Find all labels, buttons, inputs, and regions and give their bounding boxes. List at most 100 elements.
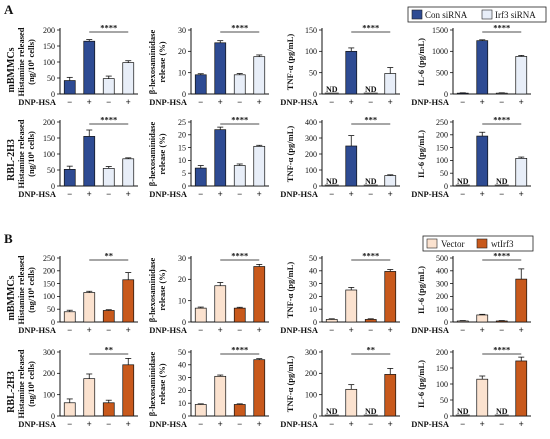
significance-label: **** <box>231 23 248 33</box>
chart-8: 0 50 100 150 200 250 IL-6 (pg/mL) ND ND **** − + − + D… <box>411 115 531 199</box>
x-tick-label: + <box>87 419 92 429</box>
treatment-label: DNP-HSA <box>149 325 188 335</box>
treatment-label: DNP-HSA <box>280 97 319 107</box>
x-tick-label: − <box>499 97 504 107</box>
x-tick-label: − <box>499 419 504 429</box>
bar <box>102 168 115 187</box>
y-tick-label: 150 <box>436 364 448 373</box>
y-tick-label: 0 <box>444 182 448 191</box>
x-tick-label: + <box>218 419 223 429</box>
treatment-label: DNP-HSA <box>411 97 450 107</box>
x-tick-label: − <box>67 97 72 107</box>
bar <box>214 285 227 323</box>
x-tick-label: + <box>126 419 131 429</box>
significance-label: **** <box>493 345 510 355</box>
y-axis-label: IL-6 (pg/mL) <box>416 130 426 178</box>
x-tick-label: − <box>460 419 465 429</box>
x-tick-label: − <box>67 325 72 335</box>
legend-a: Con siRNA Irf3 siRNA <box>407 6 547 23</box>
y-tick-label: 20 <box>309 292 317 301</box>
x-tick-label: + <box>480 419 485 429</box>
x-tick-label: + <box>87 189 92 199</box>
bar <box>253 145 266 187</box>
legend-b-swatch-wtirf3 <box>476 238 488 249</box>
legend-a-label-irf3: Irf3 siRNA <box>495 10 536 20</box>
treatment-label: DNP-HSA <box>280 189 319 199</box>
nd-label: ND <box>365 177 377 186</box>
y-tick-label: 0 <box>51 90 55 99</box>
bar <box>515 158 528 187</box>
legend-b-swatch-vector <box>426 238 438 249</box>
y-tick-label: 300 <box>305 134 317 143</box>
y-axis-label: TNF-α (pg/mL) <box>285 356 295 413</box>
y-tick-label: 1000 <box>432 47 448 56</box>
y-tick-label: 100 <box>436 305 448 314</box>
bar <box>122 62 135 95</box>
y-tick-label: 0 <box>313 318 317 327</box>
bar <box>384 271 397 323</box>
y-tick-label: 40 <box>178 361 186 370</box>
x-tick-label: − <box>329 189 334 199</box>
x-tick-label: + <box>388 419 393 429</box>
y-axis-label: β-hexosaminidaserelease (%) <box>147 122 167 187</box>
legend-b-label-wtirf3: wtIrf3 <box>491 239 514 249</box>
treatment-label: DNP-HSA <box>280 325 319 335</box>
bar <box>214 375 227 417</box>
y-tick-label: 100 <box>43 292 55 301</box>
y-tick-label: 250 <box>43 254 55 263</box>
y-tick-label: 200 <box>436 131 448 140</box>
y-axis-label: Histamine released(ng/10⁶ cells) <box>16 255 36 324</box>
treatment-label: DNP-HSA <box>411 419 450 429</box>
y-tick-label: 150 <box>305 26 317 35</box>
bar <box>194 167 207 187</box>
bar <box>515 360 528 417</box>
legend-b: Vector wtIrf3 <box>422 235 534 252</box>
bar <box>233 404 246 417</box>
y-tick-label: 100 <box>436 380 448 389</box>
significance-label: ** <box>105 251 114 261</box>
bar <box>194 74 207 95</box>
x-tick-label: + <box>388 189 393 199</box>
x-tick-label: + <box>519 325 524 335</box>
nd-label: ND <box>326 177 338 186</box>
y-tick-label: 200 <box>436 348 448 357</box>
y-tick-label: 40 <box>309 267 317 276</box>
y-tick-label: 400 <box>436 267 448 276</box>
significance-label: **** <box>100 23 117 33</box>
bar <box>83 136 96 187</box>
y-tick-label: 0 <box>51 182 55 191</box>
x-tick-label: + <box>519 189 524 199</box>
x-tick-label: + <box>126 97 131 107</box>
x-tick-label: − <box>198 189 203 199</box>
significance-label: **** <box>231 345 248 355</box>
significance-label: **** <box>100 115 117 125</box>
x-tick-label: + <box>218 97 223 107</box>
y-tick-label: 0 <box>182 90 186 99</box>
significance-label: **** <box>362 23 379 33</box>
bar <box>63 169 76 187</box>
y-tick-label: 200 <box>43 26 55 35</box>
bar <box>384 374 397 417</box>
chart-15: 0 100 200 300 TNF-α (pg/mL) ND ND ** − + − + DNP-HSA <box>280 345 400 429</box>
x-tick-label: − <box>67 419 72 429</box>
bar <box>476 378 489 417</box>
x-tick-label: + <box>218 189 223 199</box>
x-tick-label: − <box>106 189 111 199</box>
x-tick-label: + <box>257 325 262 335</box>
y-tick-label: 200 <box>43 267 55 276</box>
bar <box>384 73 397 95</box>
significance-label: **** <box>231 115 248 125</box>
y-tick-label: 0 <box>51 318 55 327</box>
y-tick-label: 200 <box>305 150 317 159</box>
y-tick-label: 150 <box>436 143 448 152</box>
treatment-label: DNP-HSA <box>149 189 188 199</box>
nd-label: ND <box>326 407 338 416</box>
bar <box>83 292 96 323</box>
x-tick-label: − <box>499 189 504 199</box>
nd-label: ND <box>457 407 469 416</box>
y-tick-label: 50 <box>178 348 186 357</box>
nd-label: ND <box>365 85 377 94</box>
x-tick-label: + <box>349 97 354 107</box>
